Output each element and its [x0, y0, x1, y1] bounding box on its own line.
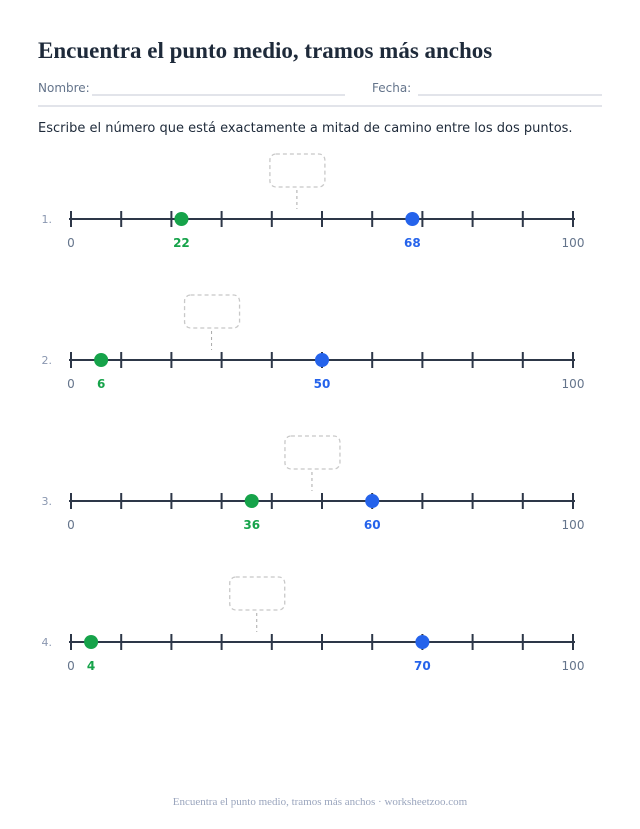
end-label: 100 — [562, 659, 585, 673]
start-label: 0 — [67, 518, 75, 532]
point — [244, 494, 259, 508]
date-label: Fecha: — [372, 81, 411, 95]
answer-box — [229, 576, 286, 611]
point — [94, 353, 109, 367]
answer-box — [269, 153, 326, 188]
point-label: 36 — [243, 518, 260, 532]
point-label: 68 — [404, 236, 421, 250]
point-label: 60 — [364, 518, 381, 532]
answer-box — [284, 435, 341, 470]
start-label: 0 — [67, 659, 75, 673]
end-label: 100 — [562, 236, 585, 250]
problem-number: 3. — [42, 495, 53, 508]
name-label: Nombre: — [38, 81, 90, 95]
point-label: 70 — [414, 659, 431, 673]
problem-number: 4. — [42, 636, 53, 649]
start-label: 0 — [67, 377, 75, 391]
point-label: 6 — [97, 377, 105, 391]
point — [84, 635, 99, 649]
problem-number: 1. — [42, 213, 53, 226]
point — [405, 212, 420, 226]
end-label: 100 — [562, 518, 585, 532]
point-label: 22 — [173, 236, 190, 250]
point — [415, 635, 430, 649]
point-label: 4 — [87, 659, 95, 673]
instruction: Escribe el número que está exactamente a… — [38, 121, 573, 136]
start-label: 0 — [67, 236, 75, 250]
point — [174, 212, 189, 226]
problem-number: 2. — [42, 354, 53, 367]
title: Encuentra el punto medio, tramos más anc… — [38, 38, 492, 63]
point — [365, 494, 380, 508]
point — [315, 353, 329, 367]
end-label: 100 — [562, 377, 585, 391]
point-label: 50 — [314, 377, 331, 391]
footer: Encuentra el punto medio, tramos más anc… — [173, 796, 468, 808]
answer-box — [183, 294, 241, 329]
